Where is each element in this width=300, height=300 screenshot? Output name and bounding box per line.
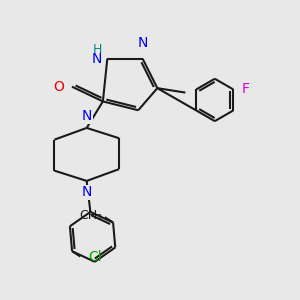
Text: N: N	[92, 52, 102, 66]
Text: Cl: Cl	[88, 250, 102, 263]
Text: N: N	[137, 36, 148, 50]
Text: H: H	[93, 44, 102, 56]
Text: N: N	[82, 185, 92, 199]
Text: N: N	[82, 110, 92, 124]
Text: F: F	[242, 82, 250, 96]
Text: CH₃: CH₃	[79, 209, 102, 222]
Text: O: O	[53, 80, 64, 94]
